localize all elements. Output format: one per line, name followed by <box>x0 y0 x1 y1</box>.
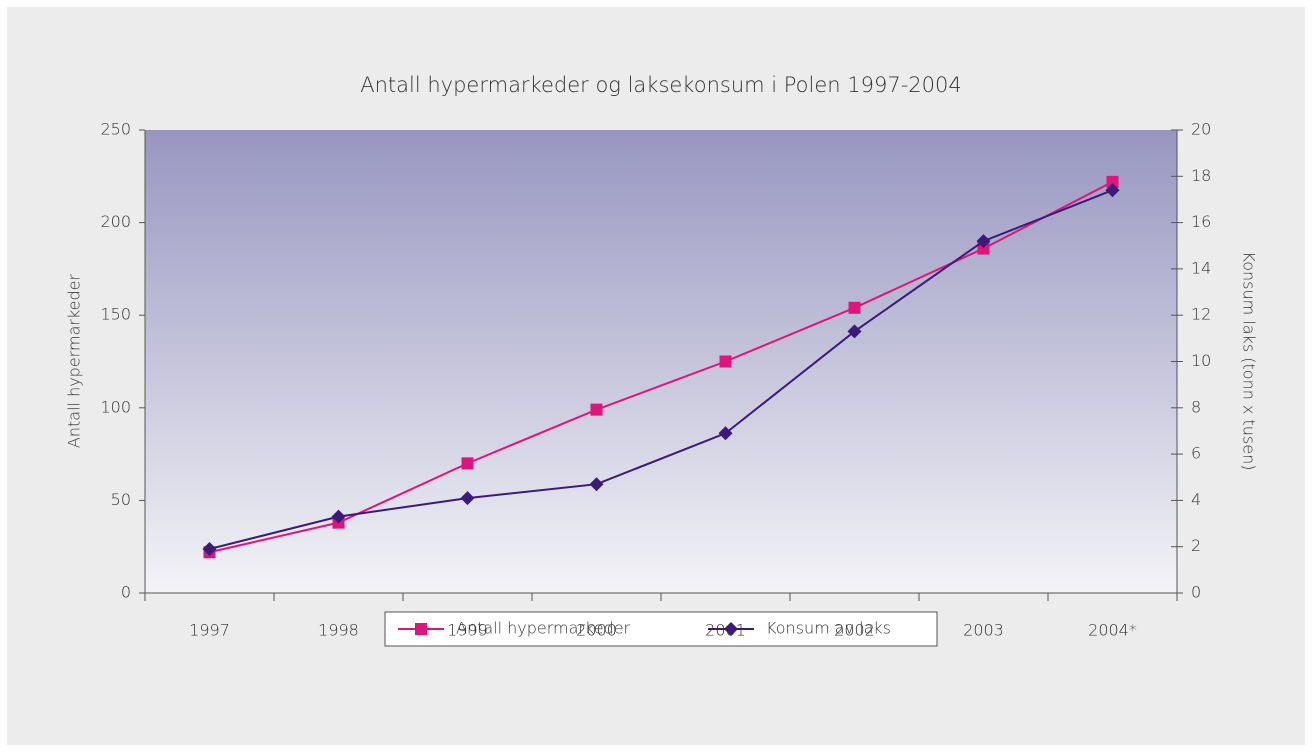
y2-tick-label: 18 <box>1191 166 1211 185</box>
point <box>976 234 991 249</box>
y2-axis-label: Konsum laks (tonn x tusen) <box>1240 252 1259 471</box>
y-tick-label: 200 <box>100 212 131 231</box>
y-tick-label: 250 <box>100 120 131 139</box>
y2-tick-label: 10 <box>1191 351 1211 370</box>
y-tick-label: 0 <box>121 583 131 602</box>
x-tick-label: 2003 <box>963 621 1004 640</box>
series-line <box>209 189 1113 550</box>
legend-marker <box>415 623 427 635</box>
legend <box>384 611 938 647</box>
x-tick-label: 1998 <box>318 621 359 640</box>
point <box>848 301 861 314</box>
point <box>331 509 346 524</box>
y2-tick-label: 4 <box>1191 490 1201 509</box>
y-tick-label: 100 <box>100 397 131 416</box>
point <box>718 426 733 441</box>
x-tick-label: 2000 <box>576 621 617 640</box>
x-tick-label: 2002 <box>834 621 875 640</box>
y-axis-label: Antall hypermarkeder <box>65 274 84 449</box>
point <box>1106 175 1119 188</box>
point <box>1105 183 1120 198</box>
point <box>590 403 603 416</box>
y2-tick-label: 0 <box>1191 583 1201 602</box>
point <box>977 242 990 255</box>
y2-tick-label: 2 <box>1191 536 1201 555</box>
x-tick-label: 2004* <box>1088 621 1137 640</box>
y2-tick-label: 14 <box>1191 258 1211 277</box>
x-tick-label: 1999 <box>447 621 488 640</box>
point <box>589 477 604 492</box>
chart-title: Antall hypermarkeder og laksekonsum i Po… <box>360 73 962 97</box>
y2-tick-label: 12 <box>1191 305 1211 324</box>
y2-tick-label: 16 <box>1191 212 1211 231</box>
point <box>460 491 475 506</box>
y2-tick-label: 6 <box>1191 444 1201 463</box>
legend-label: Konsum av laks <box>766 619 891 638</box>
x-tick-label: 1997 <box>189 621 230 640</box>
point <box>719 355 732 368</box>
y2-tick-label: 8 <box>1191 397 1201 416</box>
point <box>461 457 474 470</box>
y2-tick-label: 20 <box>1191 120 1211 139</box>
plot-area <box>145 130 1177 593</box>
legend-marker <box>724 622 738 636</box>
y-tick-label: 150 <box>100 305 131 324</box>
point <box>202 542 217 557</box>
y-tick-label: 50 <box>111 490 131 509</box>
point <box>847 324 862 339</box>
legend-label: Antall hypermarkeder <box>456 619 631 638</box>
